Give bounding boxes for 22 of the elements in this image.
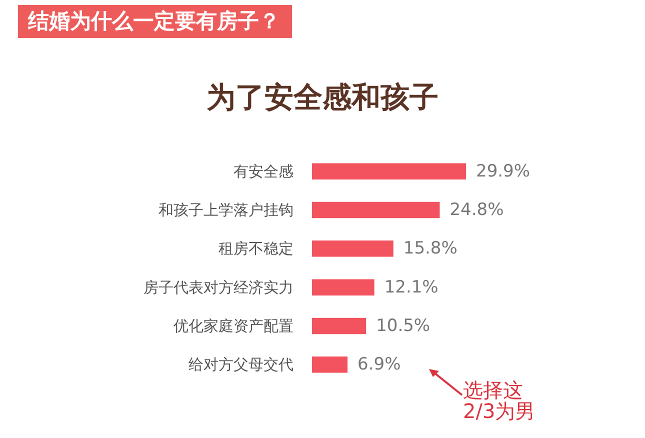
bar (312, 279, 374, 296)
text: 2/3为男 (463, 399, 536, 423)
y-tick-label: 租房不稳定 (218, 240, 294, 258)
annotation: 选择这 (463, 378, 524, 402)
data-label: 24.8% (450, 200, 504, 220)
chart-subtitle: 为了安全感和孩子 (206, 79, 440, 116)
bar (312, 318, 366, 334)
bar (312, 356, 348, 373)
bar (312, 202, 440, 218)
data-label: 29.9% (476, 161, 530, 182)
data-label: 12.1% (384, 277, 438, 298)
y-tick-label: 有安全感 (234, 162, 294, 180)
y-tick-label: 和孩子上学落户挂钩 (158, 201, 294, 219)
data-label: 6.9% (358, 354, 401, 375)
y-tick-label: 给对方父母交代 (188, 356, 294, 374)
data-label: 15.8% (403, 238, 458, 259)
chart-title: 结婚为什么一定要有房子？ (18, 5, 292, 38)
y-tick-label: 优化家庭资产配置 (174, 317, 294, 335)
bar (312, 240, 394, 257)
data-label: 10.5% (376, 316, 430, 336)
y-tick-label: 房子代表对方经济实力 (144, 278, 294, 296)
bar (312, 163, 466, 180)
